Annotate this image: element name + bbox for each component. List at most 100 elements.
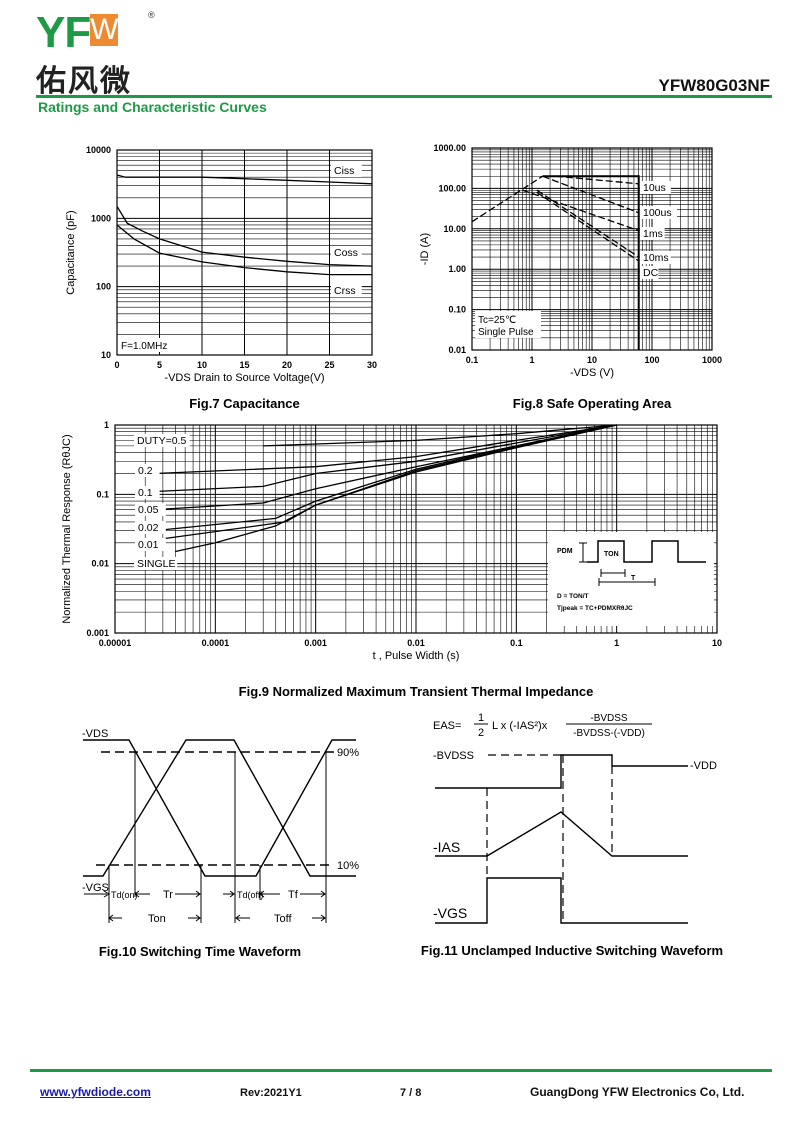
series-label: SINGLE <box>137 558 176 570</box>
series-label: 100us <box>643 207 672 219</box>
series-label-bg <box>640 266 659 279</box>
fig11-frac-den: -BVDSS-(-VDD) <box>573 728 645 739</box>
fig11-vdd-label: -VDD <box>690 760 717 772</box>
series-label-bg <box>331 164 362 177</box>
fig10-caption: Fig.10 Switching Time Waveform <box>99 944 301 959</box>
series-label: 0.01 <box>138 539 159 551</box>
fig7-capacitance-chart: 0 5 10 15 20 25 30 10 100 1000 10000 -VDS Drain to … <box>65 145 377 411</box>
series-label-bg <box>331 246 362 259</box>
fig10-90-label: 90% <box>337 747 359 759</box>
fig7-plot-frame <box>116 149 373 356</box>
y-tick-label: 0.001 <box>86 628 109 638</box>
logo-w-box: W <box>90 13 119 46</box>
series-label: Ciss <box>334 165 354 177</box>
fig11-caption: Fig.11 Unclamped Inductive Switching Wav… <box>421 943 723 958</box>
series-label-bg <box>135 521 166 534</box>
company-logo: YFW ® 佑风微 <box>36 8 155 100</box>
x-tick-label: 0.01 <box>407 638 425 648</box>
series-line-10us <box>555 175 639 185</box>
company-name: GuangDong YFW Electronics Co, Ltd. <box>530 1085 745 1099</box>
series-line-0-1 <box>154 424 617 493</box>
fig11-half-num: 1 <box>478 712 484 724</box>
series-label: 10ms <box>643 252 669 264</box>
fig11-uis-waveform <box>435 723 688 924</box>
chart-title: Fig.7 Capacitance <box>189 396 300 411</box>
series-line-100us <box>542 175 639 214</box>
x-tick-label: 0.1 <box>466 355 479 365</box>
x-axis-label: -VDS (V) <box>570 367 614 379</box>
part-number: YFW80G03NF <box>658 76 770 95</box>
series-line-ciss <box>116 174 373 185</box>
series-label: Coss <box>334 247 358 259</box>
y-tick-label: 1.00 <box>448 264 466 274</box>
chart-title: Fig.9 Normalized Maximum Transient Therm… <box>239 684 594 699</box>
fig10-switching-waveform <box>83 739 356 923</box>
fig10-tdon-label: Td(on) <box>111 890 138 900</box>
series-line-dc <box>536 191 640 262</box>
footer-rule <box>30 1069 772 1072</box>
series-label-bg <box>640 206 677 219</box>
page-number: 7 / 8 <box>400 1087 422 1099</box>
fig10-toff-label: Toff <box>274 913 292 925</box>
fig9-plot-frame <box>114 424 718 634</box>
x-tick-label: 30 <box>367 360 377 370</box>
series-label: Crss <box>334 285 356 297</box>
series-line-0-2 <box>154 424 617 475</box>
y-axis-label: Capacitance (pF) <box>65 210 77 294</box>
x-tick-label: 1 <box>529 355 534 365</box>
series-line-0-02 <box>154 424 617 532</box>
x-tick-label: 0.1 <box>510 638 523 648</box>
series-label: 0.2 <box>138 465 153 477</box>
series-label-bg <box>640 251 671 264</box>
x-tick-label: 20 <box>282 360 292 370</box>
fig11-ias-label: -IAS <box>433 839 460 855</box>
series-label-bg <box>135 503 166 516</box>
fig11-formula-mid: L x (-IAS²)x <box>492 720 548 732</box>
inset-duty-formula: D = TON/T <box>557 593 589 600</box>
website-link[interactable]: www.yfwdiode.com <box>40 1085 151 1099</box>
y-tick-label: 1000 <box>91 213 111 223</box>
y-tick-label: 100.00 <box>438 183 466 193</box>
x-tick-label: 15 <box>239 360 249 370</box>
x-tick-label: 10 <box>587 355 597 365</box>
fig11-half-den: 2 <box>478 727 484 739</box>
x-tick-label: 25 <box>324 360 334 370</box>
x-tick-label: 1000 <box>702 355 722 365</box>
series-label: 10us <box>643 182 666 194</box>
series-line-single <box>175 424 617 553</box>
y-tick-label: 0.10 <box>448 305 466 315</box>
fig11-vgs-label: -VGS <box>433 905 467 921</box>
series-line-coss <box>116 205 373 267</box>
inset-tj-formula: Tjpeak = TC+PDMXRθJC <box>557 605 633 612</box>
x-tick-label: 0.00001 <box>99 638 132 648</box>
y-tick-label: 10000 <box>86 145 111 155</box>
x-tick-label: 10 <box>197 360 207 370</box>
logo-chinese: 佑风微 <box>36 65 132 98</box>
inset-ton: TON <box>604 551 619 558</box>
fig10-tf-label: Tf <box>288 889 299 901</box>
frequency-annotation: F=1.0MHz <box>121 341 167 352</box>
fig10-vgs-label: -VGS <box>82 882 109 894</box>
revision: Rev:2021Y1 <box>240 1087 302 1099</box>
y-tick-label: 1000.00 <box>433 143 466 153</box>
series-line-rds-on-limit <box>471 175 543 223</box>
annotation-bg <box>475 311 541 338</box>
series-line-crss <box>116 224 372 276</box>
fig11-eas-lhs: EAS= <box>433 720 461 732</box>
y-tick-label: 10.00 <box>443 224 466 234</box>
y-axis-label: -ID (A) <box>419 233 431 265</box>
series-label-bg <box>135 486 160 499</box>
series-label-bg <box>134 557 178 570</box>
series-label: 0.1 <box>138 487 153 499</box>
inset-t: T <box>631 575 636 582</box>
logo-letters: YF <box>36 8 91 57</box>
series-label-bg <box>640 181 671 194</box>
x-tick-label: 0.001 <box>304 638 327 648</box>
series-label-bg <box>640 227 665 240</box>
y-tick-label: 100 <box>96 282 111 292</box>
y-tick-label: 1 <box>104 420 109 430</box>
fig8-plot-frame <box>471 147 713 351</box>
series-label: 1ms <box>643 228 663 240</box>
fig10-10-label: 10% <box>337 860 359 872</box>
